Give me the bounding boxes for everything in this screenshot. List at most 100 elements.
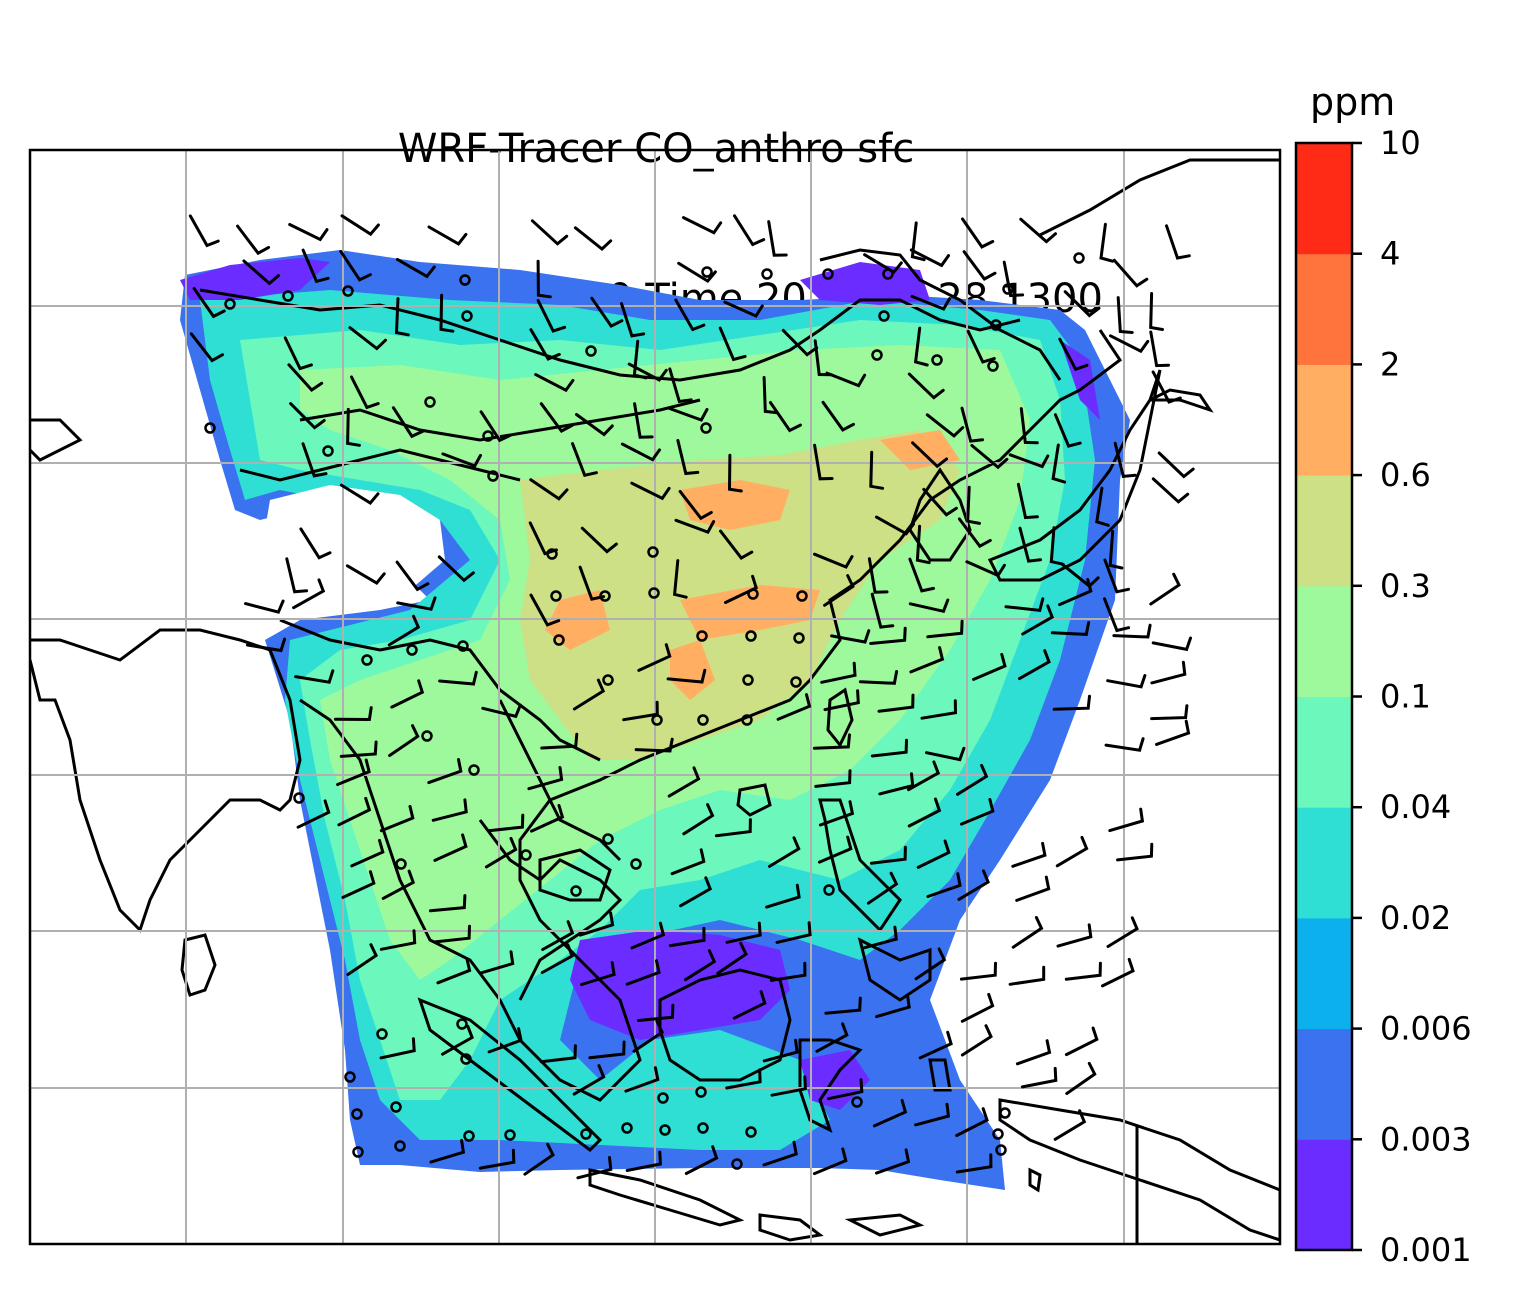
- calm-wind-marker: [204, 422, 216, 434]
- wind-barb: [578, 911, 615, 937]
- wind-barb: [540, 732, 579, 750]
- wind-barb: [875, 993, 911, 1019]
- wind-barb: [337, 796, 372, 827]
- wind-barb: [918, 1030, 953, 1060]
- colorbar-segment: [1296, 585, 1352, 697]
- border-china-south: [279, 618, 601, 762]
- coastline-islands-east: [758, 1058, 1042, 1242]
- wind-barb: [429, 1138, 466, 1164]
- calm-wind-marker: [657, 1092, 669, 1104]
- calm-wind-marker: [1073, 252, 1085, 264]
- wind-barb: [770, 1075, 807, 1097]
- wind-barb: [1053, 413, 1082, 448]
- wind-barb: [1058, 578, 1093, 607]
- wind-barb: [387, 614, 421, 647]
- wind-barb: [379, 929, 417, 951]
- wind-barb: [1008, 453, 1050, 469]
- wind-barb: [345, 564, 386, 586]
- map-frame: [28, 148, 1282, 1246]
- wind-barb: [427, 758, 463, 785]
- wind-barb: [624, 1066, 660, 1093]
- wind-barb: [379, 804, 415, 833]
- wind-barb: [1112, 258, 1149, 288]
- wind-barb: [827, 1078, 864, 1101]
- wind-barb: [1113, 441, 1137, 479]
- wind-barb: [926, 872, 962, 898]
- coastline-bay-thai: [478, 819, 623, 1001]
- wind-barb: [878, 772, 915, 796]
- calm-wind-marker: [878, 310, 890, 322]
- wind-barb: [670, 848, 706, 876]
- calm-wind-marker: [460, 1053, 472, 1065]
- calm-wind-marker: [647, 546, 659, 558]
- wind-barb: [478, 950, 515, 975]
- wind-barb: [1021, 604, 1055, 636]
- wind-barb: [429, 894, 467, 913]
- wind-barb: [1015, 875, 1051, 902]
- colorbar-tick-label: 0.04: [1380, 788, 1451, 826]
- wind-barb: [870, 738, 908, 758]
- wind-barb: [627, 362, 668, 382]
- wind-barb: [908, 598, 950, 614]
- calm-wind-marker: [931, 354, 943, 366]
- calm-wind-marker: [482, 430, 494, 442]
- wind-barb: [576, 1156, 613, 1180]
- wind-barb: [965, 560, 1006, 578]
- wind-barb: [925, 746, 966, 762]
- coastline-srilanka: [180, 933, 217, 997]
- calm-wind-marker: [487, 470, 499, 482]
- wind-barb: [858, 670, 899, 685]
- wind-barb: [433, 924, 471, 944]
- wind-barb: [1150, 660, 1187, 685]
- calm-wind-marker: [648, 587, 660, 599]
- wind-barb: [1112, 623, 1152, 639]
- wind-barb: [762, 1038, 799, 1063]
- wind-barb: [1149, 330, 1170, 368]
- wind-barb: [1108, 530, 1124, 570]
- calm-wind-marker: [659, 1124, 671, 1136]
- wind-barb: [530, 219, 569, 246]
- calm-wind-marker: [293, 792, 305, 804]
- wind-barb: [590, 296, 624, 329]
- wind-barb: [536, 259, 552, 299]
- wind-barb: [379, 1037, 416, 1060]
- wind-barb: [910, 221, 926, 262]
- field-gap-tibet: [260, 485, 445, 610]
- wind-barb: [283, 336, 313, 371]
- wind-barb: [441, 452, 482, 468]
- wind-barb: [1165, 224, 1191, 260]
- wind-barb: [1106, 916, 1139, 948]
- wind-barb: [301, 442, 328, 478]
- wind-barb: [188, 214, 220, 248]
- calm-wind-marker: [504, 1129, 516, 1141]
- calm-wind-marker: [570, 885, 582, 897]
- wind-barb: [677, 261, 717, 284]
- wind-barb: [825, 371, 867, 388]
- wind-barb: [573, 226, 613, 251]
- wind-barb: [960, 406, 985, 443]
- wind-barb: [908, 557, 935, 593]
- wind-barb: [572, 1064, 606, 1096]
- wind-barb: [776, 693, 812, 721]
- colorbar-segment: [1296, 364, 1352, 476]
- colorbar-segment: [1296, 143, 1352, 255]
- wind-barb: [1049, 526, 1065, 566]
- field-0.6: [545, 430, 960, 700]
- wind-barb: [395, 257, 436, 279]
- wind-barb: [339, 483, 380, 505]
- wind-barb: [910, 294, 952, 311]
- calm-wind-marker: [697, 714, 709, 726]
- calm-wind-marker: [352, 1146, 364, 1158]
- wind-barb: [907, 372, 945, 400]
- wind-barb: [916, 839, 951, 869]
- wind-barb: [1058, 337, 1089, 372]
- field-lowest: [180, 258, 1100, 1110]
- wind-barb: [637, 1003, 675, 1022]
- calm-wind-marker: [761, 268, 773, 280]
- wind-barb: [1050, 621, 1091, 636]
- wind-barb: [245, 637, 287, 653]
- wind-barb: [484, 836, 518, 869]
- wind-barb: [732, 990, 767, 1020]
- calm-wind-marker: [700, 422, 712, 434]
- wind-barb: [437, 555, 475, 583]
